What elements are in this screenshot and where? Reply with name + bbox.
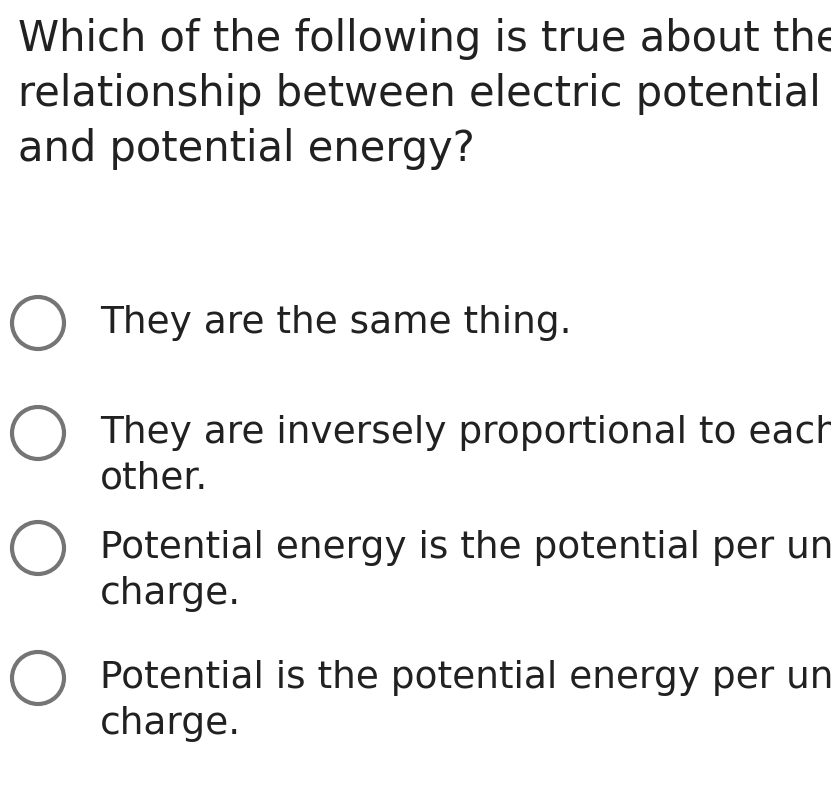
Text: Which of the following is true about the
relationship between electric potential: Which of the following is true about the… xyxy=(18,18,831,170)
Text: They are the same thing.: They are the same thing. xyxy=(100,305,572,341)
Text: Potential is the potential energy per unit
charge.: Potential is the potential energy per un… xyxy=(100,660,831,742)
Text: They are inversely proportional to each
other.: They are inversely proportional to each … xyxy=(100,415,831,496)
Text: Potential energy is the potential per unit
charge.: Potential energy is the potential per un… xyxy=(100,530,831,612)
